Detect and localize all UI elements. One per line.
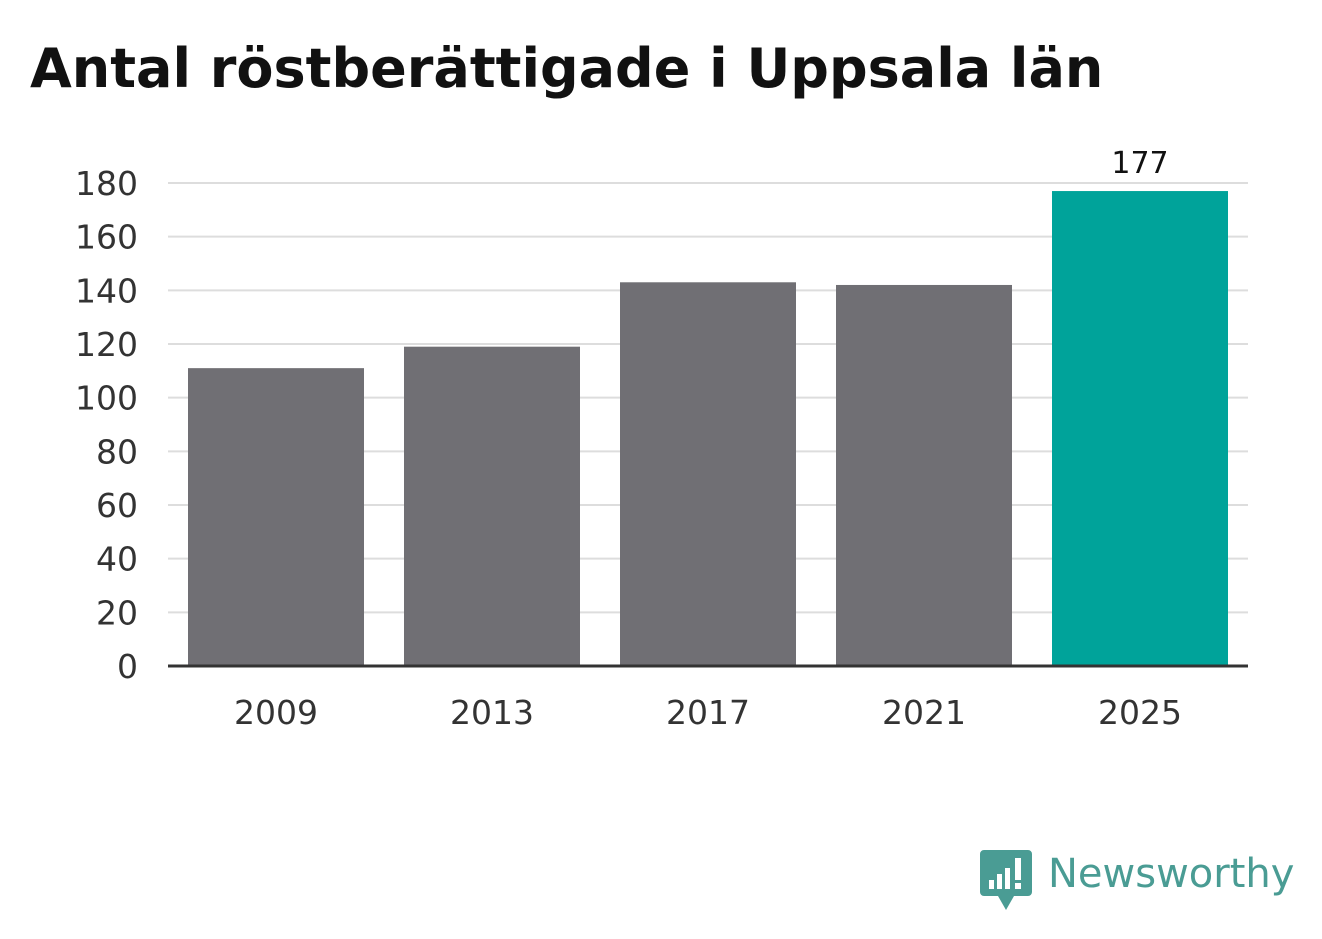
x-tick-label: 2013 [450, 693, 534, 732]
bar-2013 [404, 346, 580, 666]
y-tick-label: 60 [96, 486, 138, 525]
y-tick-label: 180 [75, 164, 138, 203]
x-tick-label: 2017 [666, 693, 750, 732]
x-tick-label: 2021 [882, 693, 966, 732]
axes: 0 20 40 60 80 100 120 140 160 180 [75, 164, 1248, 686]
bar-chart: 0 20 40 60 80 100 120 140 160 180 2009 2013 2017 202… [75, 146, 1248, 732]
bars [188, 191, 1228, 667]
labels: 2009 2013 2017 2021 2025 177 [234, 146, 1182, 732]
y-tick-label: 140 [75, 271, 138, 310]
data-label: 177 [1111, 146, 1168, 181]
y-tick-label: 0 [117, 647, 138, 686]
chart-title: Antal röstberättigade i Uppsala län [30, 37, 1104, 100]
bar-2009 [188, 368, 364, 666]
brand-name: Newsworthy [1048, 851, 1295, 897]
bar-2021 [836, 284, 1012, 666]
y-tick-label: 40 [96, 540, 138, 579]
y-tick-label: 80 [96, 432, 138, 471]
y-tick-label: 20 [96, 593, 138, 632]
y-tick-label: 100 [75, 379, 138, 418]
x-tick-label: 2025 [1098, 693, 1182, 732]
brand-logo-block: Newsworthy [980, 848, 1300, 912]
bar-2017 [620, 282, 796, 666]
newsworthy-logo-icon [980, 850, 1032, 910]
x-tick-label: 2009 [234, 693, 318, 732]
y-tick-label: 160 [75, 218, 138, 257]
bar-2025 [1052, 191, 1228, 667]
y-tick-label: 120 [75, 325, 138, 364]
